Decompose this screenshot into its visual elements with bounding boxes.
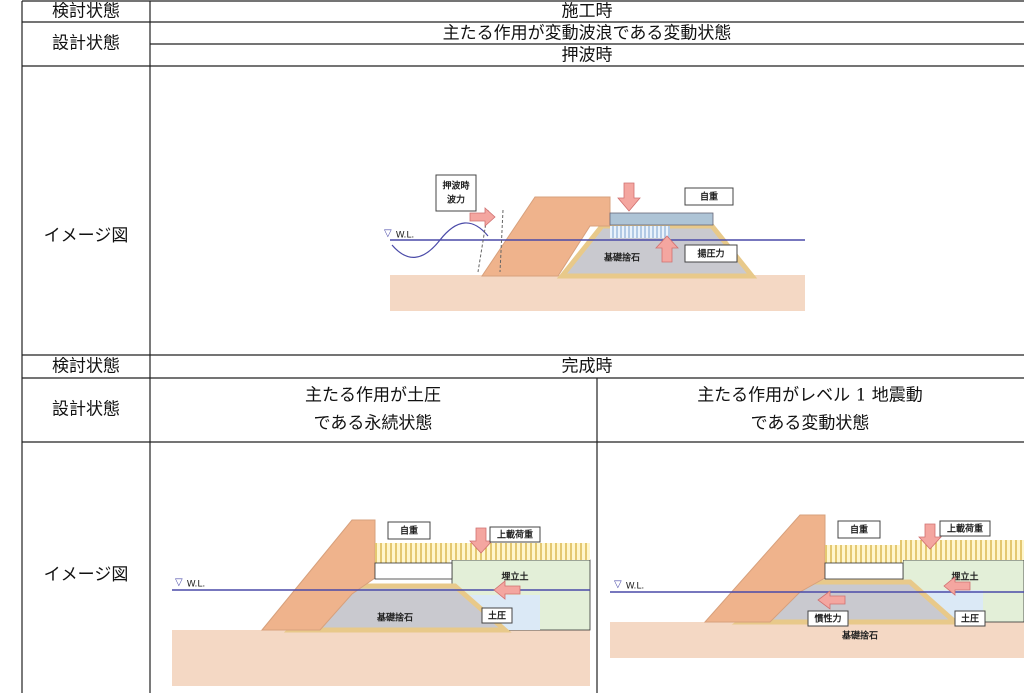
shape (374, 562, 453, 580)
shape (655, 235, 679, 263)
cell-value: 主たる作用が変動波浪である変動状態 (443, 24, 732, 44)
diagram-label: 波力 (447, 194, 465, 206)
shape (939, 520, 991, 537)
shape (918, 523, 942, 550)
diagram-label: 自重 (700, 191, 718, 203)
diagram-label: 土圧 (961, 613, 979, 625)
shape (391, 222, 489, 258)
shape (610, 622, 1024, 658)
diagram-label: 揚圧力 (697, 248, 724, 260)
diagram-label: W.L. (626, 582, 645, 592)
shape (900, 540, 1024, 560)
cell-label: 設計状態 (52, 34, 120, 54)
shape (609, 212, 714, 226)
diagram-label: 自重 (850, 524, 868, 536)
cell-value: 主たる作用がレベル 1 地震動 (697, 386, 923, 406)
diagram-seismic: 自重 上載荷重 埋立土 土圧 慣性力 基礎捨石 ▽ W.L. (610, 514, 1024, 658)
shape (943, 576, 971, 596)
cell-value: 押波時 (562, 46, 613, 66)
diagram-label: 上載荷重 (497, 529, 533, 541)
cell-label: 設計状態 (52, 400, 120, 420)
shape (837, 520, 881, 539)
shape (824, 562, 904, 580)
cell-value: 主たる作用が土圧 (305, 386, 441, 406)
shape (450, 543, 590, 560)
shape (489, 526, 541, 543)
cell-value: である変動状態 (751, 414, 870, 434)
diagram-label: 上載荷重 (947, 523, 983, 535)
diagram-label: 基礎捨石 (376, 612, 413, 624)
shape (375, 543, 450, 563)
shape (954, 610, 986, 627)
diagram-label: 基礎捨石 (603, 252, 640, 264)
wl-symbol: ▽ (175, 577, 183, 588)
diagram-label: 基礎捨石 (841, 630, 878, 642)
wl-symbol: ▽ (384, 228, 392, 239)
diagram-label: 慣性力 (813, 613, 841, 625)
shape (825, 545, 903, 563)
diagram-earth-pressure: 自重 上載荷重 埋立土 土圧 基礎捨石 ▽ W.L. (172, 519, 591, 686)
shape (684, 187, 734, 206)
diagram-label: W.L. (396, 231, 415, 241)
shape (469, 207, 496, 227)
cell-label: イメージ図 (44, 565, 129, 585)
table-grid (21, 0, 1024, 693)
diagram-label: W.L. (187, 580, 206, 590)
diagram-label: 自重 (400, 525, 418, 537)
shape (435, 174, 477, 212)
shape (172, 630, 590, 686)
shape (556, 223, 758, 279)
diagram-construction: 押波時 波力 自重 揚圧力 基礎捨石 W.L. ▽ (384, 174, 805, 311)
shape (817, 590, 846, 610)
shape (610, 226, 670, 238)
wl-symbol: ▽ (614, 579, 622, 590)
cell-value: 施工時 (562, 2, 613, 22)
shape (684, 244, 738, 263)
diagram-label: 押波時 (442, 180, 469, 192)
shape (390, 275, 805, 311)
shape (617, 182, 641, 212)
cell-label: イメージ図 (44, 226, 129, 246)
shape (481, 607, 513, 624)
cell-value: 完成時 (562, 357, 613, 377)
shape (469, 527, 493, 554)
shape (493, 580, 521, 600)
cell-label: 検討状態 (52, 2, 120, 22)
diagram-label: 埋立土 (951, 571, 978, 583)
cell-value: である永続状態 (314, 414, 433, 434)
cell-label: 検討状態 (52, 357, 120, 377)
shape (387, 521, 431, 540)
diagram-label: 土圧 (488, 610, 506, 622)
shape (807, 610, 849, 627)
diagram-label: 埋立土 (501, 571, 528, 583)
